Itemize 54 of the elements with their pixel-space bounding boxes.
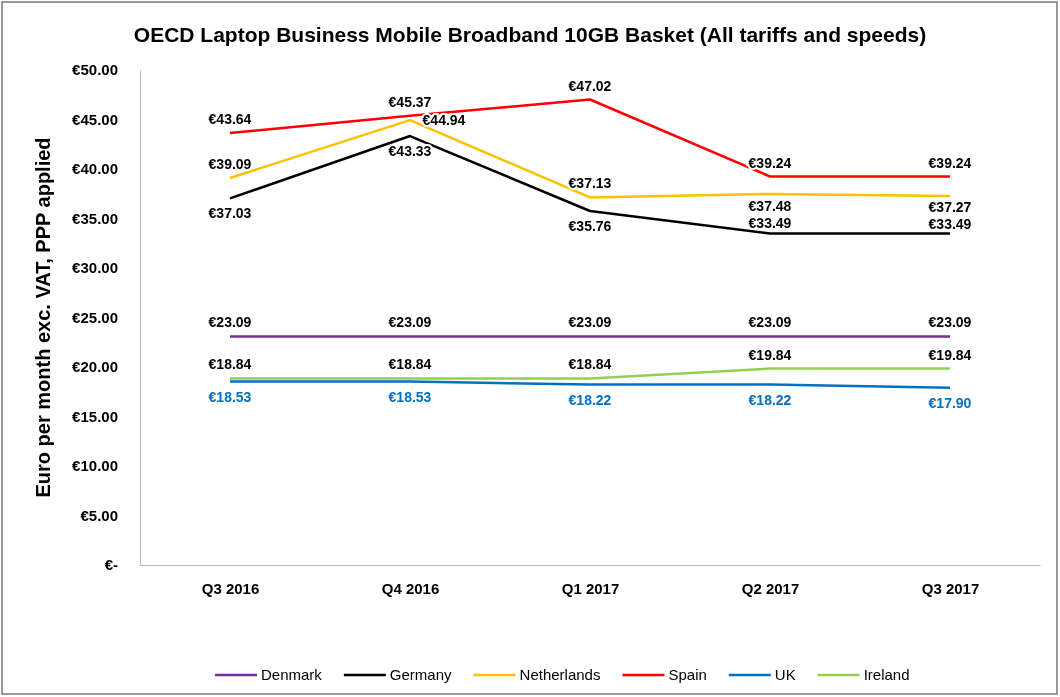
legend-label: Ireland <box>863 666 910 683</box>
legend-label: UK <box>774 666 796 683</box>
data-label: €18.22 <box>568 391 612 408</box>
data-label: €18.53 <box>388 388 432 405</box>
data-label: €39.24 <box>748 154 792 171</box>
data-label: €44.94 <box>422 112 466 129</box>
y-tick-label: €15.00 <box>72 407 118 425</box>
data-label: €43.64 <box>208 110 252 127</box>
y-axis-title: Euro per month exc. VAT, PPP applied <box>32 137 54 498</box>
legend-label: Germany <box>389 666 453 683</box>
data-label: €23.09 <box>388 314 432 331</box>
y-tick-label: €10.00 <box>72 457 118 475</box>
data-label: €47.02 <box>568 77 612 94</box>
x-tick-label: Q4 2016 <box>381 579 440 597</box>
data-label: €33.49 <box>928 215 972 232</box>
data-label: €43.33 <box>388 143 432 160</box>
y-tick-label: €50.00 <box>72 61 118 79</box>
y-tick-label: €5.00 <box>80 506 118 524</box>
data-label: €35.76 <box>568 217 612 234</box>
data-label: €33.49 <box>748 214 792 231</box>
y-tick-label: €- <box>104 556 118 574</box>
data-label: €37.03 <box>208 205 252 222</box>
data-label: €19.84 <box>928 346 972 363</box>
legend-label: Denmark <box>261 666 323 683</box>
y-tick-label: €45.00 <box>72 110 118 128</box>
y-tick-label: €40.00 <box>72 160 118 178</box>
data-label: €18.84 <box>568 356 612 373</box>
data-label: €18.22 <box>748 391 792 408</box>
x-tick-label: Q2 2017 <box>741 579 800 597</box>
data-label: €37.27 <box>928 198 972 215</box>
data-label: €23.09 <box>568 314 612 331</box>
legend-label: Netherlands <box>519 666 601 683</box>
data-label: €18.84 <box>388 356 432 373</box>
data-label: €18.53 <box>208 388 252 405</box>
data-label: €23.09 <box>208 314 252 331</box>
x-tick-label: Q1 2017 <box>561 579 620 597</box>
data-label: €39.24 <box>928 154 972 171</box>
x-tick-label: Q3 2017 <box>921 579 980 597</box>
data-label: €19.84 <box>748 346 792 363</box>
y-tick-label: €35.00 <box>72 209 118 227</box>
y-tick-label: €30.00 <box>72 259 118 277</box>
y-tick-label: €20.00 <box>72 358 118 376</box>
data-label: €45.37 <box>388 93 432 110</box>
data-label: €39.09 <box>208 156 252 173</box>
data-label: €17.90 <box>928 394 972 411</box>
data-label: €37.13 <box>568 175 612 192</box>
x-tick-label: Q3 2016 <box>201 579 260 597</box>
legend-label: Spain <box>668 666 707 683</box>
data-label: €37.48 <box>748 197 792 214</box>
data-label: €18.84 <box>208 356 252 373</box>
y-tick-label: €25.00 <box>72 308 118 326</box>
chart-title: OECD Laptop Business Mobile Broadband 10GB Basket (All tariffs and speeds) <box>133 23 927 46</box>
data-label: €23.09 <box>748 314 792 331</box>
data-label: €23.09 <box>928 314 972 331</box>
